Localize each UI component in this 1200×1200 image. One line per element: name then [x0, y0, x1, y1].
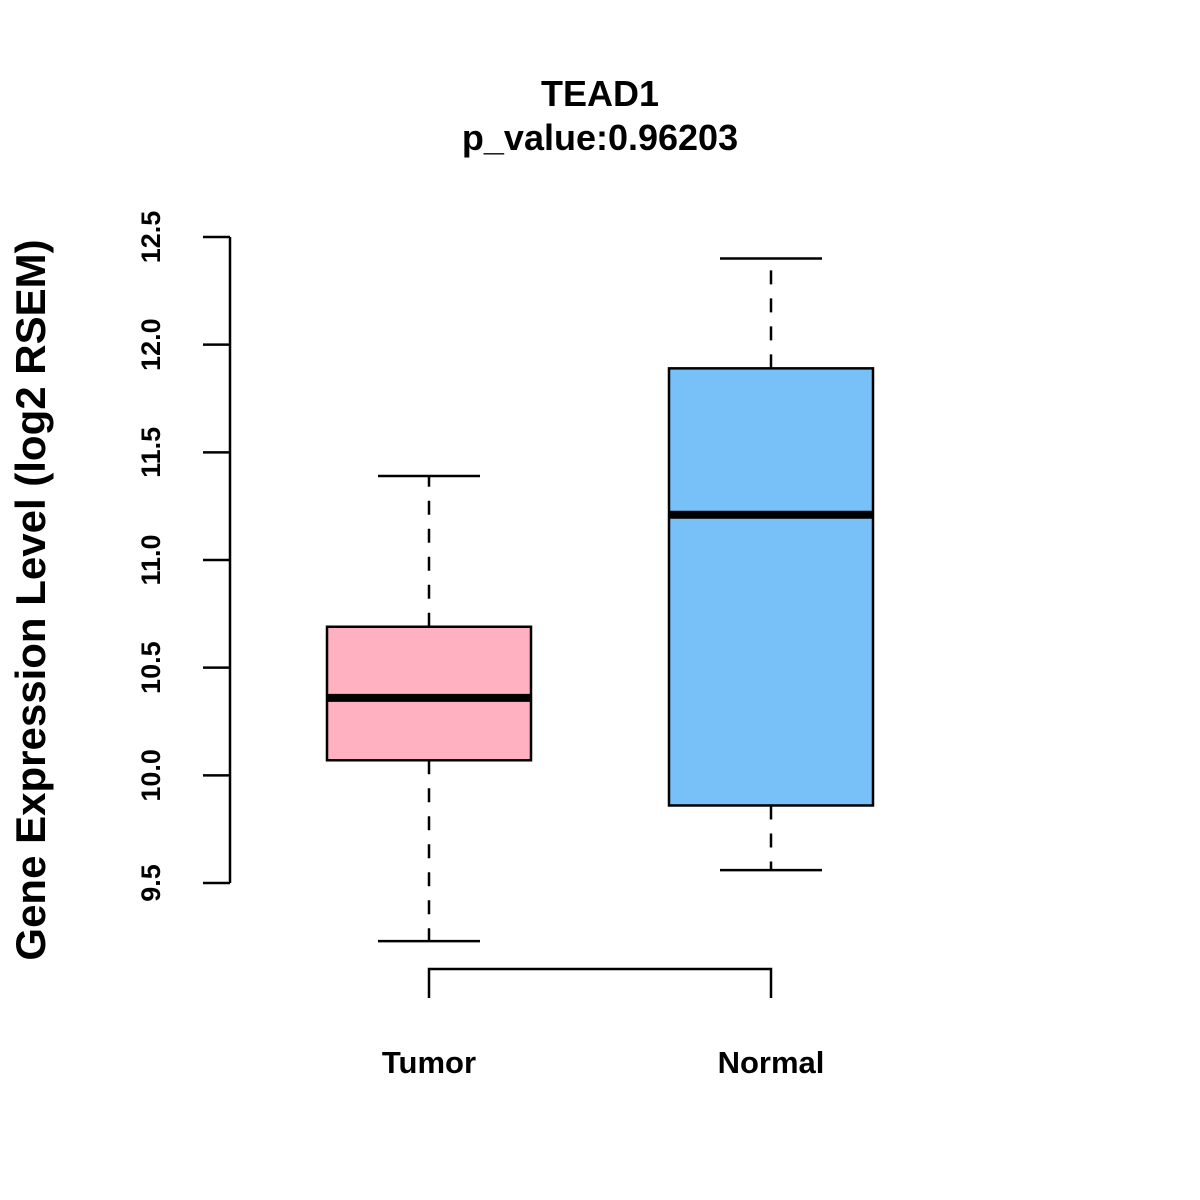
y-tick-label: 11.0 — [136, 534, 166, 585]
box-normal — [667, 257, 875, 872]
iqr-box — [667, 367, 875, 807]
box-group — [325, 257, 875, 943]
bracket-line — [427, 967, 773, 998]
x-category-label-normal: Normal — [718, 1045, 825, 1080]
y-tick-label: 9.5 — [136, 864, 166, 902]
y-axis: 9.5 10.0 10.5 11.0 11.5 12.0 12.5 — [136, 211, 232, 902]
y-tick-label: 11.5 — [136, 427, 166, 478]
box-tumor — [325, 474, 533, 943]
comparison-bracket — [427, 967, 773, 998]
y-tick-label: 10.0 — [136, 749, 166, 802]
iqr-box — [325, 625, 533, 762]
x-category-label-tumor: Tumor — [382, 1045, 476, 1080]
chart-title: TEAD1 — [541, 73, 659, 114]
y-tick-label: 10.5 — [136, 641, 166, 694]
chart-subtitle: p_value:0.96203 — [462, 117, 738, 158]
x-category-labels: Tumor Normal — [382, 1045, 824, 1080]
y-axis-label: Gene Expression Level (log2 RSEM) — [7, 239, 54, 960]
y-tick-label: 12.5 — [136, 211, 166, 264]
y-tick-label: 12.0 — [136, 318, 166, 371]
